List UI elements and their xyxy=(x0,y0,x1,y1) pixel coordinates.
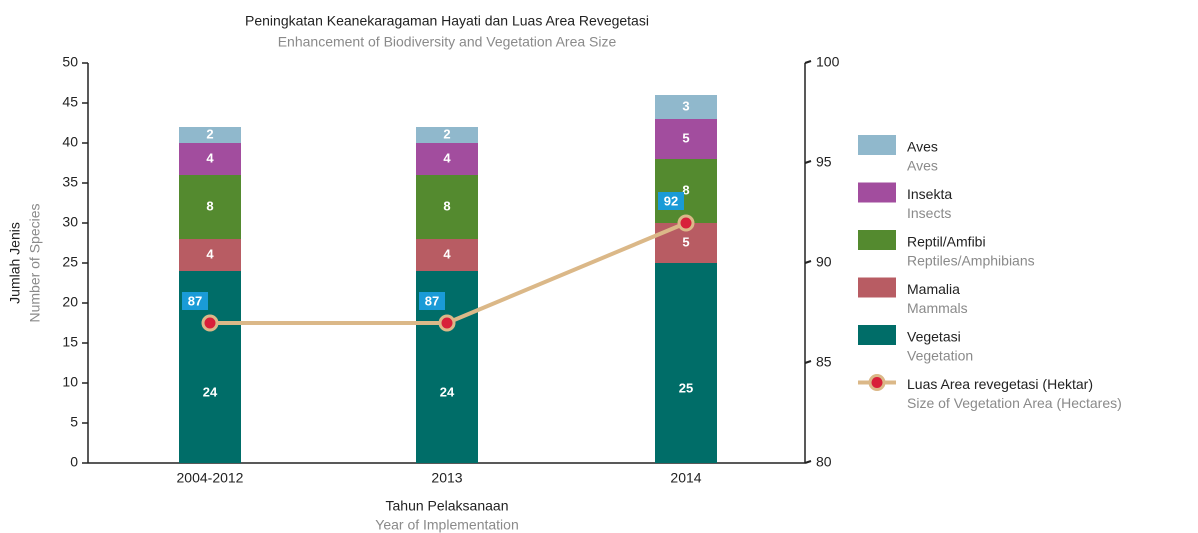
bar-value-label: 4 xyxy=(443,150,451,165)
y2-tick-label: 90 xyxy=(816,254,832,270)
y2-tick xyxy=(804,460,812,464)
bar-value-label: 4 xyxy=(206,150,214,165)
bar-segment xyxy=(416,127,478,143)
legend-swatch xyxy=(858,135,896,155)
x-tick-label: 2013 xyxy=(431,470,462,486)
line-marker xyxy=(201,314,219,332)
bar-segment xyxy=(416,175,478,239)
line-marker xyxy=(438,314,456,332)
bar-segment xyxy=(655,119,717,159)
bar-segment xyxy=(655,263,717,463)
bar-value-label: 4 xyxy=(206,246,214,261)
bar-value-label: 3 xyxy=(682,98,689,113)
bar-value-label: 8 xyxy=(206,198,213,213)
legend-label: Luas Area revegetasi (Hektar) xyxy=(907,376,1093,392)
bar-segment xyxy=(179,127,241,143)
bar-segment xyxy=(416,239,478,271)
bar-segment xyxy=(179,239,241,271)
legend-swatch xyxy=(858,230,896,250)
bar-segment xyxy=(179,143,241,175)
y-tick-label: 20 xyxy=(62,294,78,310)
legend-swatch xyxy=(858,325,896,345)
bar-segment xyxy=(655,95,717,119)
chart-title: Peningkatan Keanekaragaman Hayati dan Lu… xyxy=(245,13,649,29)
bar-value-label: 8 xyxy=(443,198,450,213)
line-marker xyxy=(677,214,695,232)
bar-value-label: 8 xyxy=(682,182,689,197)
legend-sublabel: Insects xyxy=(907,205,951,221)
bar-value-label: 5 xyxy=(682,234,689,249)
bar-segment xyxy=(416,143,478,175)
y-tick-label: 40 xyxy=(62,134,78,150)
y-axis-title: Jumlah Jenis xyxy=(7,222,23,304)
bar-value-label: 25 xyxy=(679,380,693,395)
y-tick-label: 5 xyxy=(70,414,78,430)
bar-segment xyxy=(655,159,717,223)
chart-subtitle: Enhancement of Biodiversity and Vegetati… xyxy=(278,34,617,50)
y-tick-label: 25 xyxy=(62,254,78,270)
bar-value-label: 5 xyxy=(682,130,689,145)
y2-tick xyxy=(804,360,812,364)
legend-swatch xyxy=(858,182,896,203)
y2-tick-label: 85 xyxy=(816,354,832,370)
y2-tick xyxy=(804,260,812,264)
legend-sublabel: Reptiles/Amphibians xyxy=(907,253,1035,269)
bar-value-label: 4 xyxy=(443,246,451,261)
y-axis-subtitle: Number of Species xyxy=(27,203,43,322)
y2-tick xyxy=(804,60,812,64)
bar-value-label: 24 xyxy=(440,384,455,399)
x-axis-subtitle: Year of Implementation xyxy=(375,517,518,533)
line-label-box xyxy=(182,292,208,310)
bar-value-label: 24 xyxy=(203,384,218,399)
bar-value-label: 2 xyxy=(443,126,450,141)
bar-segment xyxy=(179,175,241,239)
y-tick-label: 0 xyxy=(70,454,78,470)
legend-label: Aves xyxy=(907,139,938,155)
y-tick-label: 35 xyxy=(62,174,78,190)
y-tick-label: 15 xyxy=(62,334,78,350)
y-tick-label: 10 xyxy=(62,374,78,390)
legend-label: Reptil/Amfibi xyxy=(907,234,986,250)
line-value-label: 87 xyxy=(188,293,202,308)
legend-sublabel: Aves xyxy=(907,158,938,174)
legend-sublabel: Size of Vegetation Area (Hectares) xyxy=(907,395,1122,411)
y2-tick xyxy=(804,160,812,164)
legend-sublabel: Mammals xyxy=(907,300,968,316)
bar-value-label: 2 xyxy=(206,126,213,141)
x-tick-label: 2014 xyxy=(670,470,701,486)
legend-label: Insekta xyxy=(907,186,952,202)
x-axis-title: Tahun Pelaksanaan xyxy=(386,498,509,514)
line-label-box xyxy=(419,292,445,310)
x-tick-label: 2004-2012 xyxy=(177,470,244,486)
line-value-label: 87 xyxy=(425,293,439,308)
legend-label: Mamalia xyxy=(907,281,960,297)
line-label-box xyxy=(658,192,684,210)
legend-sublabel: Vegetation xyxy=(907,348,973,364)
y2-tick-label: 100 xyxy=(816,54,840,70)
y-tick-label: 50 xyxy=(62,54,78,70)
y2-tick-label: 80 xyxy=(816,454,832,470)
line-value-label: 92 xyxy=(664,193,678,208)
legend-swatch xyxy=(858,277,896,298)
y-tick-label: 45 xyxy=(62,94,78,110)
y-tick-label: 30 xyxy=(62,214,78,230)
legend-label: Vegetasi xyxy=(907,329,961,345)
y2-tick-label: 95 xyxy=(816,154,832,170)
legend-marker xyxy=(868,374,886,391)
